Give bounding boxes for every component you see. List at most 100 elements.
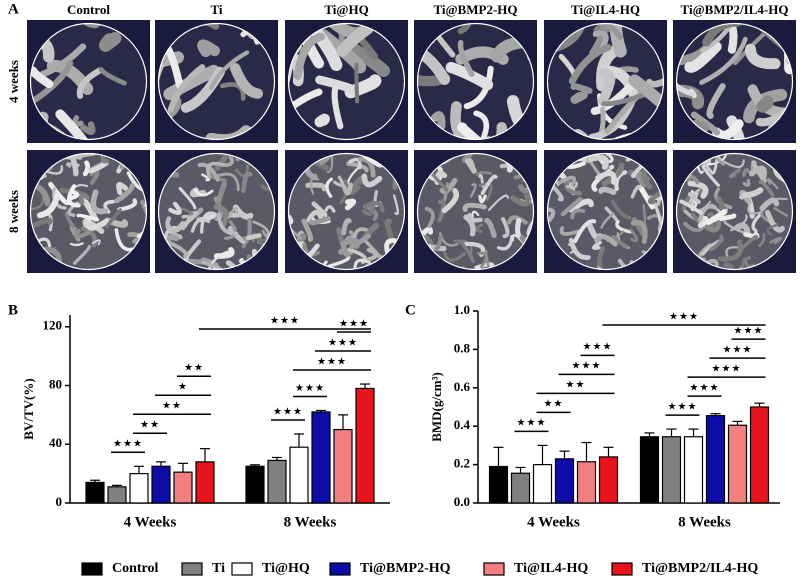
ct-strut (166, 220, 186, 234)
ct-strut (566, 181, 578, 189)
ct-strut (76, 67, 103, 99)
significance-label: ★★★ (723, 344, 753, 355)
ct-strut (184, 239, 202, 262)
legend-label: Control (112, 561, 159, 576)
ct-strut (773, 206, 789, 217)
ct-outline (416, 152, 535, 271)
bar (598, 456, 619, 504)
column-label: Ti@HQ (324, 2, 368, 17)
ct-strut (353, 258, 371, 270)
ct-strut (601, 162, 625, 187)
ct-strut (474, 223, 484, 234)
ct-strut (473, 110, 490, 140)
ct-strut (748, 165, 767, 180)
ct-strut (392, 194, 400, 216)
y-tick-label: 0.2 (454, 456, 470, 471)
y-tick-label: 80 (49, 376, 62, 391)
ct-strut (207, 250, 229, 270)
ct-strut (366, 247, 378, 262)
ct-outline (157, 22, 276, 141)
ct-strut (697, 215, 709, 229)
panel-label: C (405, 302, 416, 318)
ct-strut (38, 43, 87, 78)
ct-strut (687, 180, 709, 199)
ct-strut (475, 171, 493, 176)
ct-texture (676, 153, 793, 270)
ct-strut (80, 226, 98, 248)
ct-strut (470, 183, 477, 198)
ct-strut (88, 160, 109, 174)
ct-strut (478, 182, 493, 201)
ct-strut (687, 192, 701, 204)
ct-outline (416, 22, 535, 141)
ct-strut (723, 262, 735, 270)
ct-strut (647, 191, 662, 205)
ct-strut (117, 198, 138, 212)
ct-strut (363, 200, 385, 213)
ct-strut (560, 196, 583, 217)
ct-strut (357, 156, 376, 178)
ct-strut (229, 62, 264, 99)
ct-strut (100, 153, 110, 164)
ct-strut (114, 228, 135, 252)
ct-strut (501, 217, 510, 239)
ct-strut (441, 187, 460, 214)
column-label: Control (67, 2, 110, 17)
ct-strut (595, 170, 617, 185)
ct-strut (600, 212, 615, 229)
ct-strut (208, 50, 250, 91)
ct-strut (722, 159, 745, 169)
ct-strut (241, 171, 253, 194)
ct-strut (67, 184, 81, 208)
legend-swatch (483, 562, 505, 576)
ct-strut (592, 30, 609, 50)
ct-strut (163, 64, 220, 101)
significance-label: ★★ (566, 380, 586, 391)
ct-strut (630, 184, 642, 199)
ct-strut (570, 208, 586, 220)
ct-strut (702, 23, 742, 47)
ct-strut (384, 218, 394, 239)
ct-strut (615, 220, 632, 234)
legend-label: Ti@HQ (262, 561, 310, 576)
ct-strut (642, 203, 647, 223)
ct-strut (288, 222, 303, 240)
ct-strut (484, 217, 497, 238)
ct-strut (30, 195, 45, 211)
ct-strut (424, 206, 435, 228)
significance-label: ★★★ (517, 418, 547, 429)
ct-outline (287, 152, 406, 271)
ct-strut (507, 215, 528, 225)
ct-strut (769, 197, 788, 202)
y-tick-label: 1.0 (454, 302, 470, 317)
ct-strut (628, 74, 664, 121)
ct-strut (744, 43, 781, 70)
ct-strut (79, 121, 96, 136)
ct-strut (190, 217, 211, 233)
ct-strut (570, 90, 588, 104)
legend-label: Ti (212, 561, 225, 576)
ct-strut (570, 83, 593, 94)
ct-outline (287, 22, 406, 141)
ct-strut (354, 62, 360, 104)
ct-strut (73, 228, 91, 239)
ct-strut (690, 119, 710, 133)
ct-strut (610, 199, 632, 220)
ct-strut (33, 183, 51, 207)
column-label: Ti (210, 2, 222, 17)
ct-strut (564, 177, 583, 196)
ct-strut (758, 232, 766, 247)
ct-strut (205, 161, 225, 179)
ct-strut (347, 273, 353, 282)
ct-strut (75, 153, 97, 160)
ct-strut (699, 36, 748, 85)
significance-label: ★★ (184, 363, 204, 374)
ct-strut (709, 234, 724, 252)
ct-strut (769, 236, 783, 245)
x-tick-label: 4 Weeks (527, 514, 580, 530)
ct-strut (685, 174, 700, 185)
x-tick-label: 4 Weeks (124, 514, 177, 530)
ct-strut (573, 219, 597, 244)
significance-label: ★★ (140, 420, 160, 431)
ct-strut (140, 199, 147, 216)
